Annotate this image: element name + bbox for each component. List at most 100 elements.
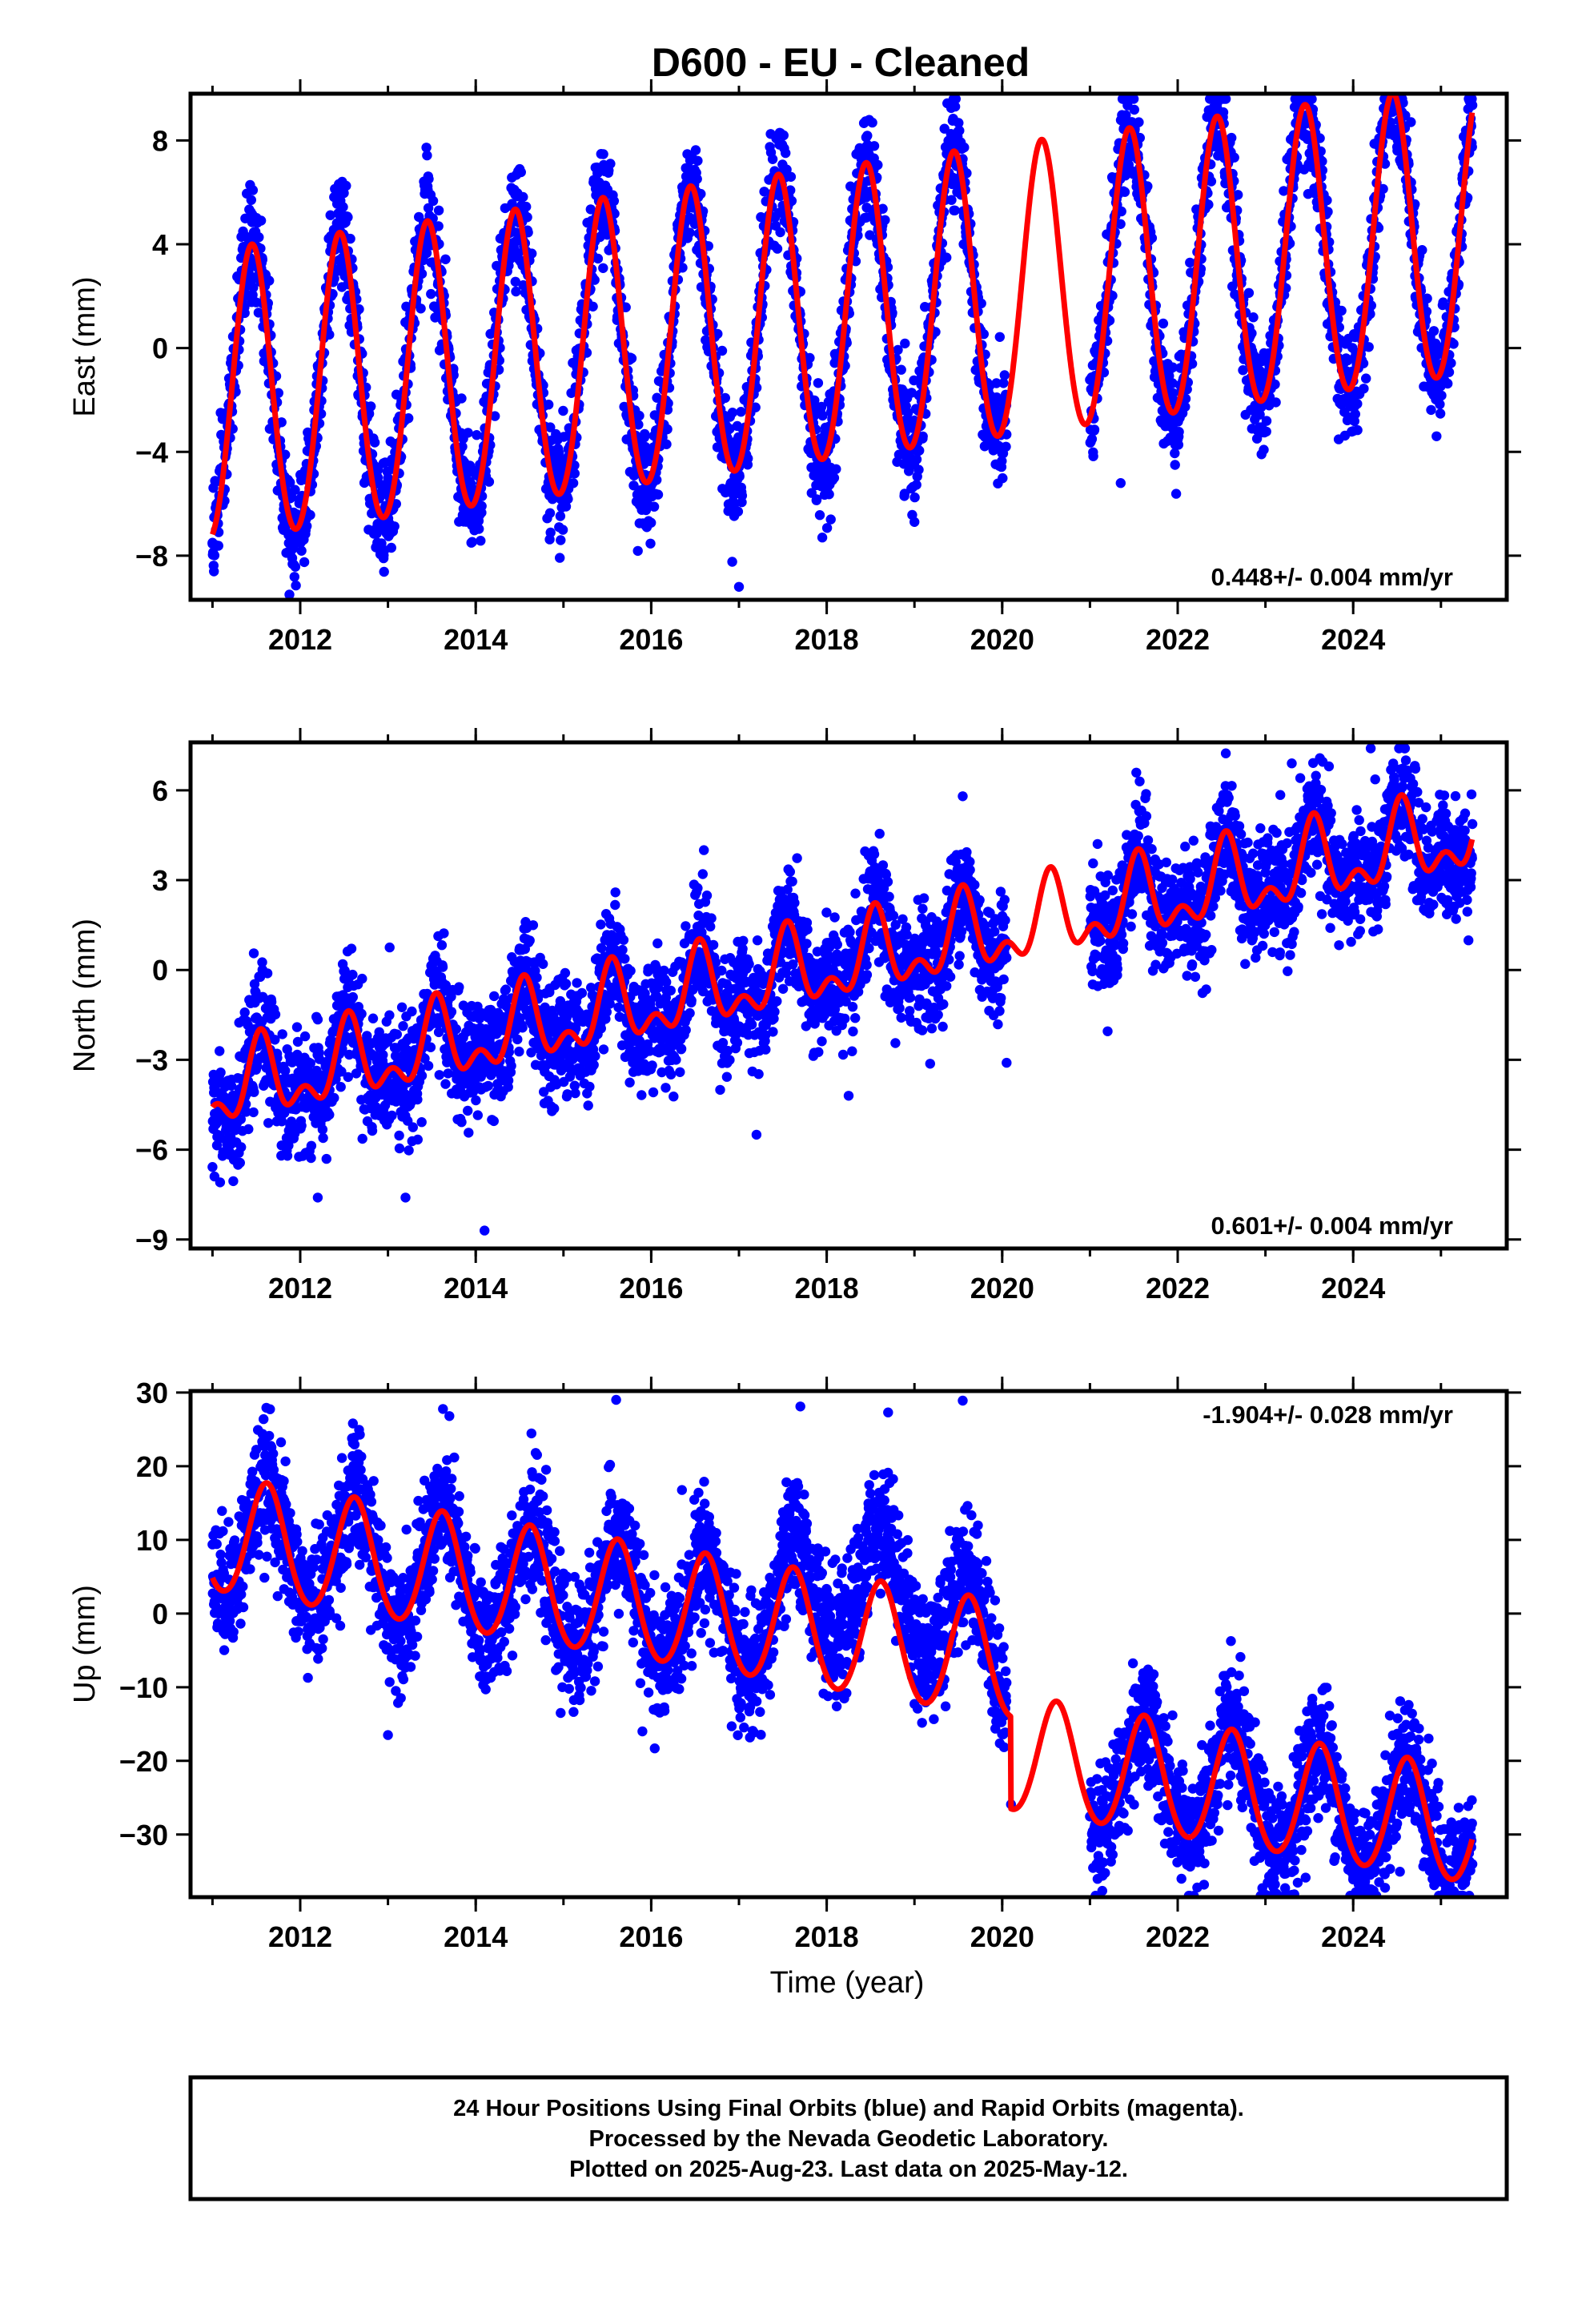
y-tick-label: 8 bbox=[152, 124, 168, 157]
data-point bbox=[867, 117, 877, 128]
x-tick-label: 2016 bbox=[619, 623, 683, 656]
data-point bbox=[290, 561, 301, 572]
data-point bbox=[727, 557, 737, 567]
data-point bbox=[291, 580, 301, 591]
data-point bbox=[299, 1031, 311, 1042]
data-point bbox=[248, 948, 259, 959]
data-point bbox=[585, 204, 596, 215]
data-point bbox=[317, 1124, 328, 1135]
data-point bbox=[1363, 342, 1374, 352]
data-point bbox=[999, 370, 1010, 380]
y-tick-label: 4 bbox=[152, 228, 168, 261]
data-point bbox=[518, 191, 528, 203]
data-point bbox=[423, 203, 434, 213]
x-tick-label: 2024 bbox=[1321, 623, 1385, 656]
data-point bbox=[909, 492, 920, 503]
data-point bbox=[264, 275, 275, 286]
data-point bbox=[560, 501, 572, 512]
data-point bbox=[727, 408, 738, 418]
data-point bbox=[632, 545, 643, 557]
data-point bbox=[373, 464, 383, 475]
data-point bbox=[589, 275, 600, 285]
data-point bbox=[345, 233, 355, 244]
data-point bbox=[248, 1107, 259, 1118]
data-point bbox=[527, 248, 537, 259]
data-point bbox=[302, 521, 312, 532]
data-point bbox=[1336, 305, 1347, 316]
data-point bbox=[215, 1068, 226, 1078]
x-tick-label: 2012 bbox=[268, 623, 332, 656]
data-point bbox=[378, 1050, 388, 1060]
data-point bbox=[282, 1151, 293, 1161]
data-point bbox=[346, 943, 357, 954]
data-point bbox=[378, 553, 389, 564]
data-point bbox=[321, 1153, 331, 1164]
data-point bbox=[522, 212, 532, 223]
data-point bbox=[422, 150, 432, 161]
data-point bbox=[1435, 399, 1445, 410]
data-point bbox=[1426, 404, 1436, 416]
data-point bbox=[640, 428, 650, 440]
data-point bbox=[398, 1021, 408, 1031]
x-tick-label: 2020 bbox=[970, 623, 1034, 656]
data-point bbox=[510, 276, 520, 287]
data-point bbox=[1435, 408, 1446, 419]
data-point bbox=[432, 304, 442, 314]
data-point bbox=[421, 143, 432, 153]
data-point bbox=[366, 401, 376, 412]
data-point bbox=[296, 545, 307, 556]
east-y-axis-label: East (mm) bbox=[68, 276, 102, 416]
data-point bbox=[1359, 384, 1369, 394]
data-point bbox=[379, 566, 389, 577]
data-point bbox=[207, 537, 218, 548]
data-point bbox=[1119, 187, 1130, 197]
data-point bbox=[521, 201, 532, 212]
data-point bbox=[652, 475, 662, 485]
data-point bbox=[335, 1082, 346, 1092]
data-point bbox=[255, 215, 267, 226]
data-point bbox=[597, 228, 608, 239]
data-point bbox=[598, 149, 608, 159]
data-point bbox=[767, 154, 778, 164]
y-tick-label: −8 bbox=[135, 540, 168, 573]
data-point bbox=[262, 968, 273, 979]
data-point bbox=[1001, 441, 1011, 452]
data-point bbox=[652, 489, 664, 500]
data-point bbox=[1158, 318, 1169, 329]
data-point bbox=[641, 522, 652, 533]
x-tick-label: 2022 bbox=[1146, 623, 1210, 656]
data-point bbox=[466, 537, 476, 548]
data-point bbox=[949, 205, 959, 215]
data-point bbox=[391, 499, 401, 509]
data-point bbox=[733, 581, 745, 592]
data-point bbox=[720, 392, 730, 404]
data-point bbox=[1406, 117, 1416, 127]
data-point bbox=[900, 338, 910, 349]
data-point bbox=[913, 464, 924, 475]
data-point bbox=[367, 1125, 378, 1136]
data-point bbox=[598, 263, 608, 273]
data-point bbox=[426, 288, 436, 300]
data-point bbox=[357, 1133, 367, 1144]
data-point bbox=[394, 1143, 405, 1154]
data-point bbox=[312, 1014, 323, 1025]
data-point bbox=[291, 1022, 303, 1032]
data-point bbox=[305, 509, 315, 521]
data-point bbox=[821, 523, 833, 533]
data-point bbox=[626, 353, 637, 364]
data-point bbox=[690, 145, 701, 155]
data-point bbox=[1467, 100, 1478, 111]
data-point bbox=[1170, 460, 1180, 470]
east-rate-label: 0.448+/- 0.004 mm/yr bbox=[1211, 563, 1453, 591]
data-point bbox=[817, 533, 828, 543]
data-point bbox=[733, 506, 744, 517]
data-point bbox=[1227, 132, 1237, 143]
data-point bbox=[592, 253, 604, 264]
data-point bbox=[476, 501, 487, 512]
data-point bbox=[1170, 448, 1180, 459]
data-point bbox=[1086, 434, 1098, 444]
data-point bbox=[1350, 408, 1361, 420]
data-point bbox=[394, 1130, 404, 1141]
data-point bbox=[384, 1010, 395, 1020]
data-point bbox=[276, 417, 287, 428]
